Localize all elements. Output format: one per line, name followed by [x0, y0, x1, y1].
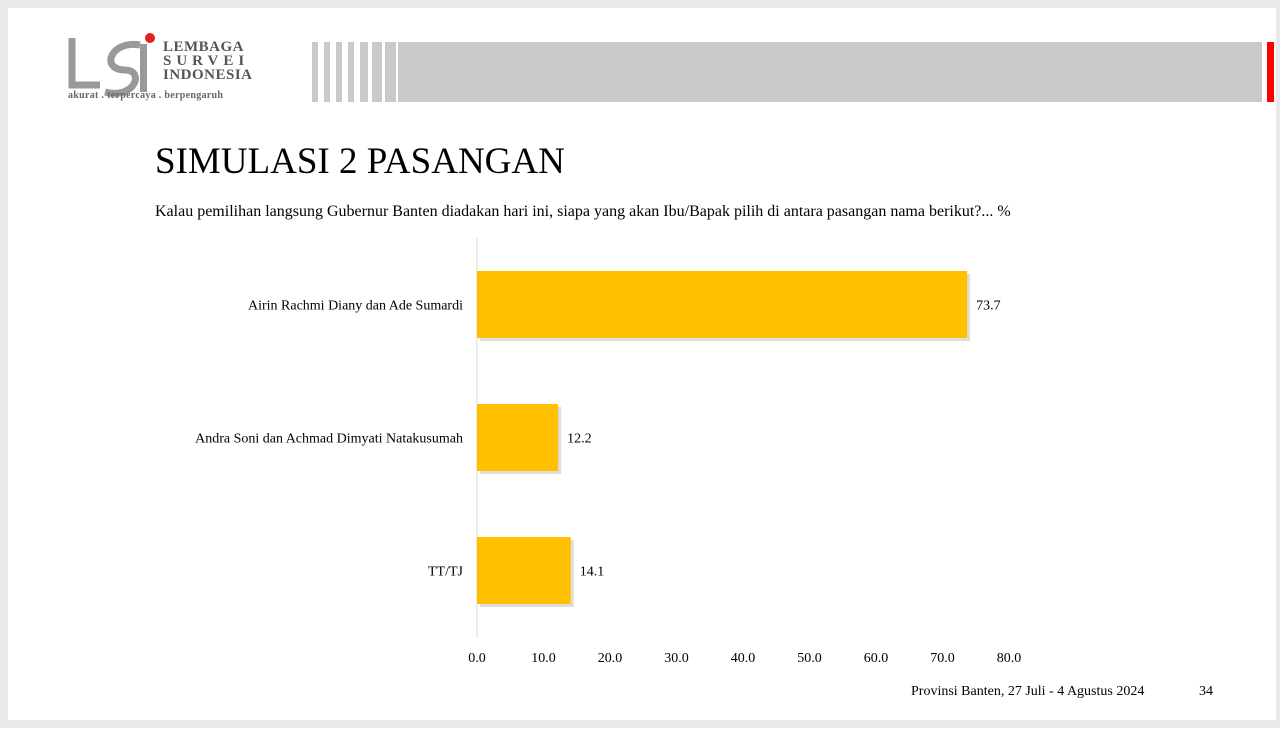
x-tick-label: 0.0	[468, 651, 486, 666]
footer-source: Provinsi Banten, 27 Juli - 4 Agustus 202…	[911, 684, 1145, 699]
x-tick-label: 50.0	[797, 651, 822, 666]
header-stripe	[368, 42, 372, 102]
header-band	[312, 42, 1262, 102]
x-tick-label: 30.0	[664, 651, 689, 666]
question-text: Kalau pemilihan langsung Gubernur Banten…	[155, 203, 1011, 220]
bar	[477, 404, 559, 471]
logo-line-2: SURVEI	[163, 53, 250, 69]
page-number: 34	[1199, 684, 1213, 699]
next-slide-edge	[0, 728, 1280, 742]
page-title: SIMULASI 2 PASANGAN	[155, 141, 565, 182]
category-label: Airin Rachmi Diany dan Ade Sumardi	[248, 299, 463, 314]
slide	[8, 8, 1276, 720]
category-label: TT/TJ	[428, 565, 464, 580]
logo-line-1: LEMBAGA	[163, 39, 245, 55]
x-tick-label: 20.0	[598, 651, 623, 666]
header-stripe	[342, 42, 348, 102]
header-stripe	[330, 42, 336, 102]
data-label: 12.2	[567, 432, 592, 447]
x-tick-label: 40.0	[731, 651, 756, 666]
logo-name: LEMBAGA SURVEI INDONESIA	[163, 39, 253, 83]
header-stripe	[354, 42, 360, 102]
x-tick-label: 10.0	[531, 651, 556, 666]
logo-line-3: INDONESIA	[163, 67, 253, 83]
x-tick-label: 80.0	[997, 651, 1022, 666]
header-stripe	[396, 42, 398, 102]
category-label: Andra Soni dan Achmad Dimyati Natakusuma…	[195, 432, 463, 447]
bar	[477, 537, 571, 604]
red-accent-bar	[1267, 42, 1274, 102]
logo-tagline: akurat . terpercaya . berpengaruh	[68, 90, 224, 101]
bar	[477, 271, 968, 338]
x-tick-label: 60.0	[864, 651, 889, 666]
x-tick-label: 70.0	[930, 651, 955, 666]
header-stripe	[382, 42, 385, 102]
data-label: 14.1	[580, 565, 605, 580]
lsi-logo-icon	[68, 33, 155, 97]
header-stripe	[318, 42, 324, 102]
data-label: 73.7	[976, 299, 1001, 314]
